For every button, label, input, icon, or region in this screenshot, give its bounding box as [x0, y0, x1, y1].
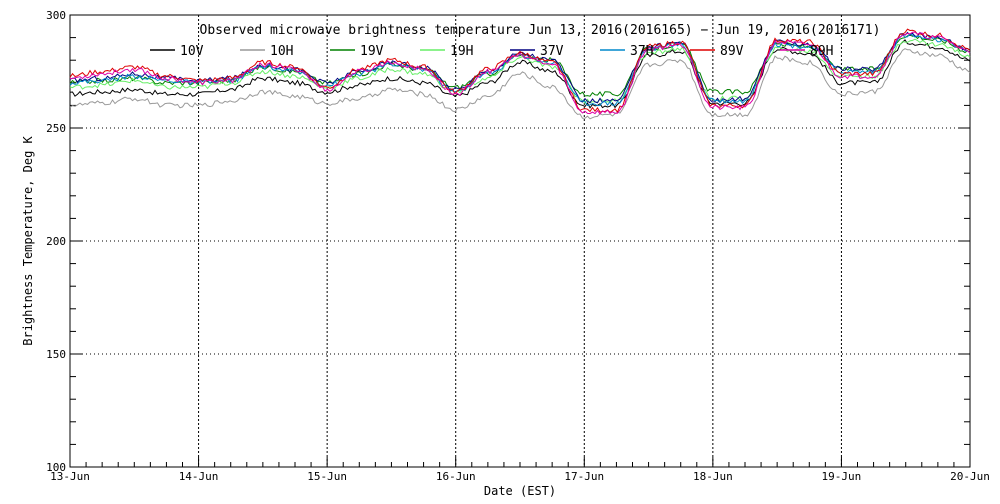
series-line-89h: [70, 31, 971, 115]
x-axis-title: Date (EST): [484, 484, 556, 498]
legend-label-10v: 10V: [180, 44, 204, 59]
series-lines: [69, 28, 971, 120]
legend: 10V 10H 19V 19H 37V 37H 89V 89H: [150, 44, 833, 59]
series-line-10v: [69, 39, 971, 109]
legend-label-89h: 89H: [810, 44, 833, 59]
x-tick-label: 20-Jun: [950, 470, 990, 483]
y-axis-title: Brightness Temperature, Deg K: [21, 135, 35, 345]
legend-label-19v: 19V: [360, 44, 384, 59]
chart-title: Observed microwave brightness temperatur…: [200, 23, 881, 38]
series-line-19v: [69, 34, 971, 97]
y-tick-label: 300: [46, 9, 66, 22]
grid: [70, 15, 970, 467]
series-line-89v: [69, 28, 971, 114]
y-tick-label: 250: [46, 122, 66, 135]
x-tick-label: 18-Jun: [693, 470, 733, 483]
x-tick-label: 19-Jun: [822, 470, 862, 483]
x-tick-label: 15-Jun: [307, 470, 347, 483]
y-tick-label: 200: [46, 235, 66, 248]
y-tick-label: 100: [46, 461, 66, 474]
x-tick-label: 14-Jun: [179, 470, 219, 483]
series-line-37v: [69, 31, 971, 104]
legend-label-10h: 10H: [270, 44, 293, 59]
x-tick-label: 16-Jun: [436, 470, 476, 483]
series-line-19h: [69, 38, 971, 105]
legend-label-89v: 89V: [720, 44, 744, 59]
series-line-10h: [69, 48, 971, 120]
x-tick-label: 13-Jun: [50, 470, 90, 483]
legend-label-37h: 37H: [630, 44, 653, 59]
axis-ticks: 100 150 200 250 300 13-Jun 14-Jun 15-Jun 16-Jun 1…: [46, 9, 990, 483]
plot-area: [69, 14, 971, 468]
y-tick-label: 150: [46, 348, 66, 361]
legend-label-37v: 37V: [540, 44, 564, 59]
x-tick-label: 17-Jun: [564, 470, 604, 483]
legend-label-19h: 19H: [450, 44, 473, 59]
